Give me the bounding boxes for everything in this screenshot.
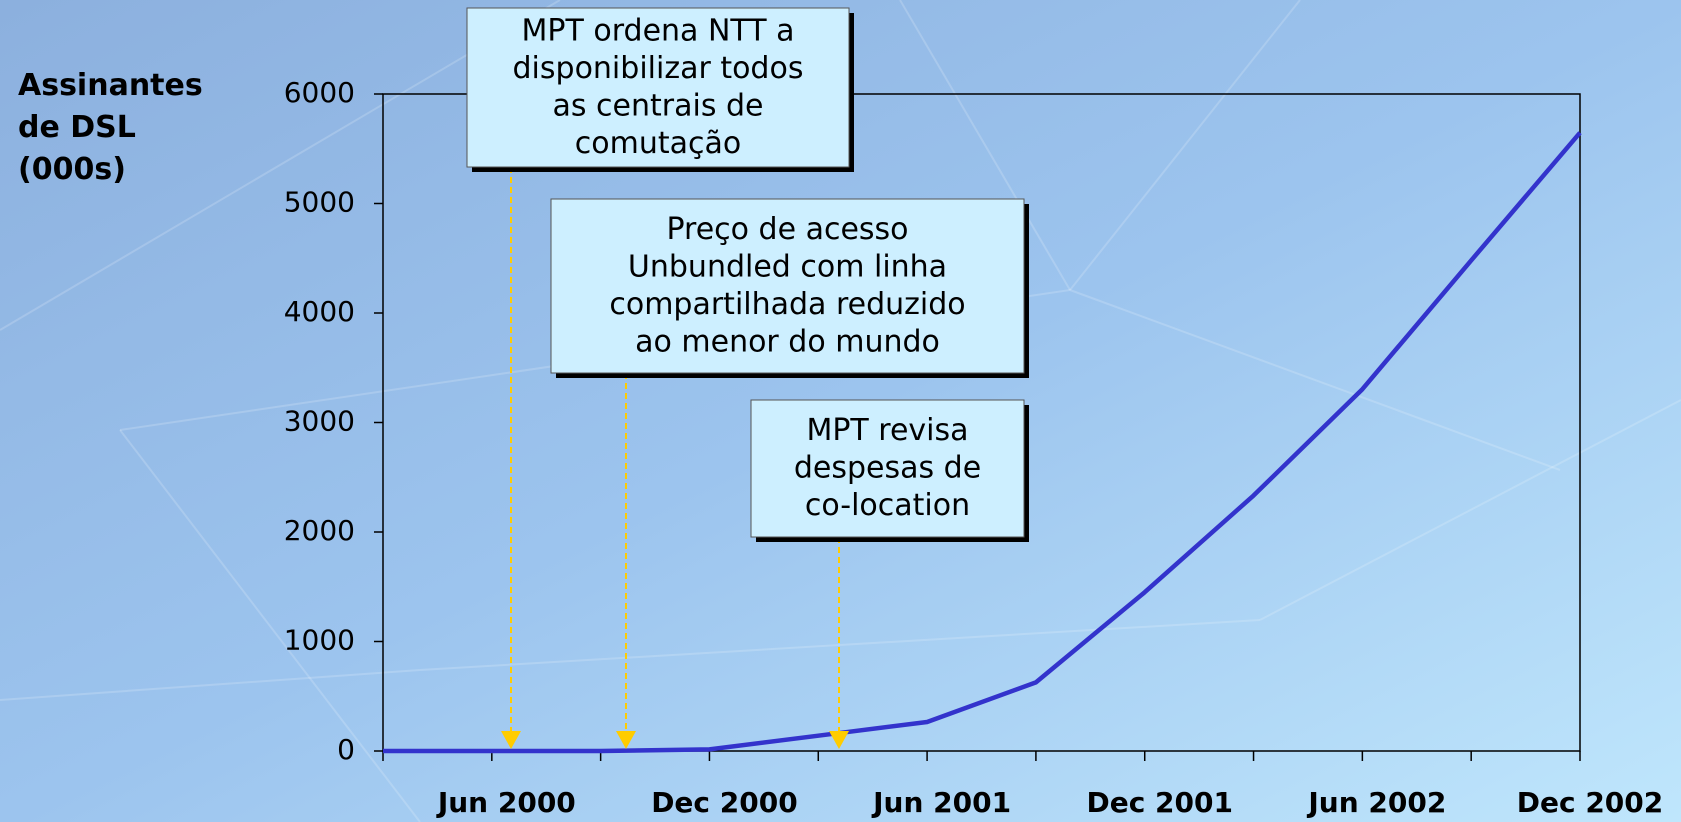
annotation-line: compartilhada reduzido [609,286,965,321]
annotation-line: as centrais de [553,88,764,123]
y-tick-label: 2000 [284,514,355,547]
annotation-text: Preço de acesso Unbundled com linha compar… [609,211,965,359]
x-tick-label: Jun 2000 [436,786,576,819]
annotation-line: Preço de acesso [666,211,908,246]
annotation-arrow-head [616,731,636,749]
annotation-line: ao menor do mundo [635,324,940,359]
annotation-arrow-head [829,731,849,749]
annotation-box [466,7,850,168]
y-axis-label: Assinantes de DSL (000s) [18,68,213,187]
x-tick-label: Dec 2000 [651,786,798,819]
annotation-text: MPT ordena NTT a disponibilizar todos as c… [513,13,804,161]
y-tick-label: 0 [337,733,355,766]
x-tick-label: Jun 2001 [871,786,1011,819]
y-tick-label: 3000 [284,405,355,438]
y-tick-label: 6000 [284,76,355,109]
annotation-line: MPT revisa [806,413,968,448]
annotation-box [550,198,1025,374]
x-tick-label: Jun 2002 [1306,786,1446,819]
annotation-line: Unbundled com linha [628,249,947,284]
x-tick-label: Dec 2001 [1086,786,1233,819]
x-tick-label: Dec 2002 [1517,786,1664,819]
annotation-line: MPT ordena NTT a [522,13,795,48]
y-tick-label: 1000 [284,624,355,657]
y-tick-label: 5000 [284,186,355,219]
annotation-box [750,399,1025,538]
data-line [383,131,1582,754]
annotation-line: disponibilizar todos [513,50,804,85]
annotation-line: comutação [575,125,741,160]
annotation-arrow-head [501,731,521,749]
annotation-line: despesas de [794,450,981,485]
annotation-text: MPT revisa despesas de co-location [794,413,981,523]
annotation-line: co-location [805,488,970,523]
y-tick-label: 4000 [284,295,355,328]
